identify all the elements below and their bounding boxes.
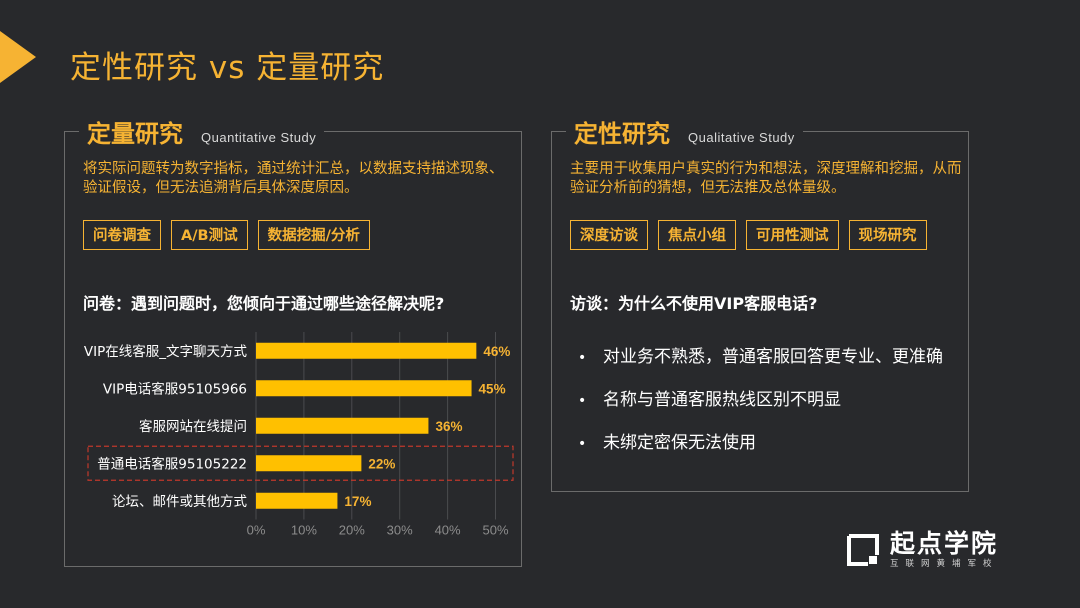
finding-text: 未绑定密保无法使用 [603,433,756,453]
quantitative-heading: 定量研究 Quantitative Study [79,114,325,149]
corner-triangle-icon [0,31,36,83]
tag-data-mining[interactable]: 数据挖掘/分析 [257,220,370,250]
quantitative-description: 将实际问题转为数字指标，通过统计汇总，以数据支持描述现象、验证假设，但无法追溯背… [83,161,504,196]
category-label: 普通电话客服95105222 [97,455,247,472]
finding-text: 名称与普通客服热线区别不明显 [603,390,841,410]
logo-name: 起点学院 [890,529,999,558]
bullet-dot-icon: • [578,350,587,366]
logo-mark-icon [847,534,879,566]
brand-logo: 起点学院 互联网黄埔军校 [846,530,999,570]
bullet-dot-icon: • [578,436,587,452]
qualitative-subtitle: Qualitative Study [688,130,795,145]
bar [256,492,338,509]
finding-item: • 对业务不熟悉，普通客服回答更专业、更准确 [578,346,943,389]
quantitative-tags: 问卷调查 A/B测试 数据挖掘/分析 [83,220,370,250]
value-label: 36% [435,419,462,434]
x-tick-label: 30% [387,523,413,538]
tag-survey[interactable]: 问卷调查 [83,220,161,250]
qualitative-panel: 定性研究 Qualitative Study 主要用于收集用户真实的行为和想法，… [551,114,969,492]
x-tick-label: 40% [435,523,461,538]
tag-in-depth-interview[interactable]: 深度访谈 [570,220,648,250]
logo-subtitle: 互联网黄埔军校 [890,559,999,569]
highlight-box [87,445,514,481]
survey-question: 问卷：遇到问题时，您倾向于通过哪些途径解决呢? [83,294,445,313]
finding-item: • 名称与普通客服热线区别不明显 [578,389,943,432]
finding-item: • 未绑定密保无法使用 [578,432,943,475]
survey-bar-chart: 0% 10% 20% 30% 40% 50% VIP在线客服_文字聊天方式 46% VIP电话客… [84,332,514,538]
category-label: VIP在线客服_文字聊天方式 [84,343,248,360]
qualitative-tags: 深度访谈 焦点小组 可用性测试 现场研究 [570,220,927,250]
page-title: 定性研究 vs 定量研究 [70,50,385,86]
value-label: 45% [479,381,506,396]
bar [256,380,472,397]
quantitative-panel: 定量研究 Quantitative Study 将实际问题转为数字指标，通过统计… [64,114,522,567]
qualitative-description: 主要用于收集用户真实的行为和想法，深度理解和挖掘，从而验证分析前的猜想，但无法推… [570,161,962,196]
bullet-dot-icon: • [578,393,587,409]
category-label: VIP电话客服95105966 [103,380,247,397]
category-label: 论坛、邮件或其他方式 [112,494,247,510]
bar [256,417,429,434]
tag-focus-group[interactable]: 焦点小组 [658,220,736,250]
bar [256,455,362,472]
qualitative-title: 定性研究 [574,120,670,148]
x-tick-label: 10% [291,523,317,538]
bar [256,342,477,359]
quantitative-title: 定量研究 [87,120,183,148]
value-label: 17% [344,494,371,509]
category-label: 客服网站在线提问 [139,418,247,435]
x-tick-label: 50% [482,523,508,538]
value-label: 22% [368,456,395,471]
x-tick-label: 0% [247,523,266,538]
tag-field-study[interactable]: 现场研究 [848,220,927,250]
tag-ab-test[interactable]: A/B测试 [171,220,248,250]
qualitative-heading: 定性研究 Qualitative Study [566,114,803,149]
value-label: 46% [483,344,510,359]
quantitative-subtitle: Quantitative Study [201,130,317,145]
x-tick-label: 20% [339,523,365,538]
interview-findings: • 对业务不熟悉，普通客服回答更专业、更准确 • 名称与普通客服热线区别不明显 • 未… [578,346,943,475]
interview-question: 访谈：为什么不使用VIP客服电话? [570,294,818,313]
finding-text: 对业务不熟悉，普通客服回答更专业、更准确 [603,347,943,367]
tag-usability-test[interactable]: 可用性测试 [746,220,839,250]
